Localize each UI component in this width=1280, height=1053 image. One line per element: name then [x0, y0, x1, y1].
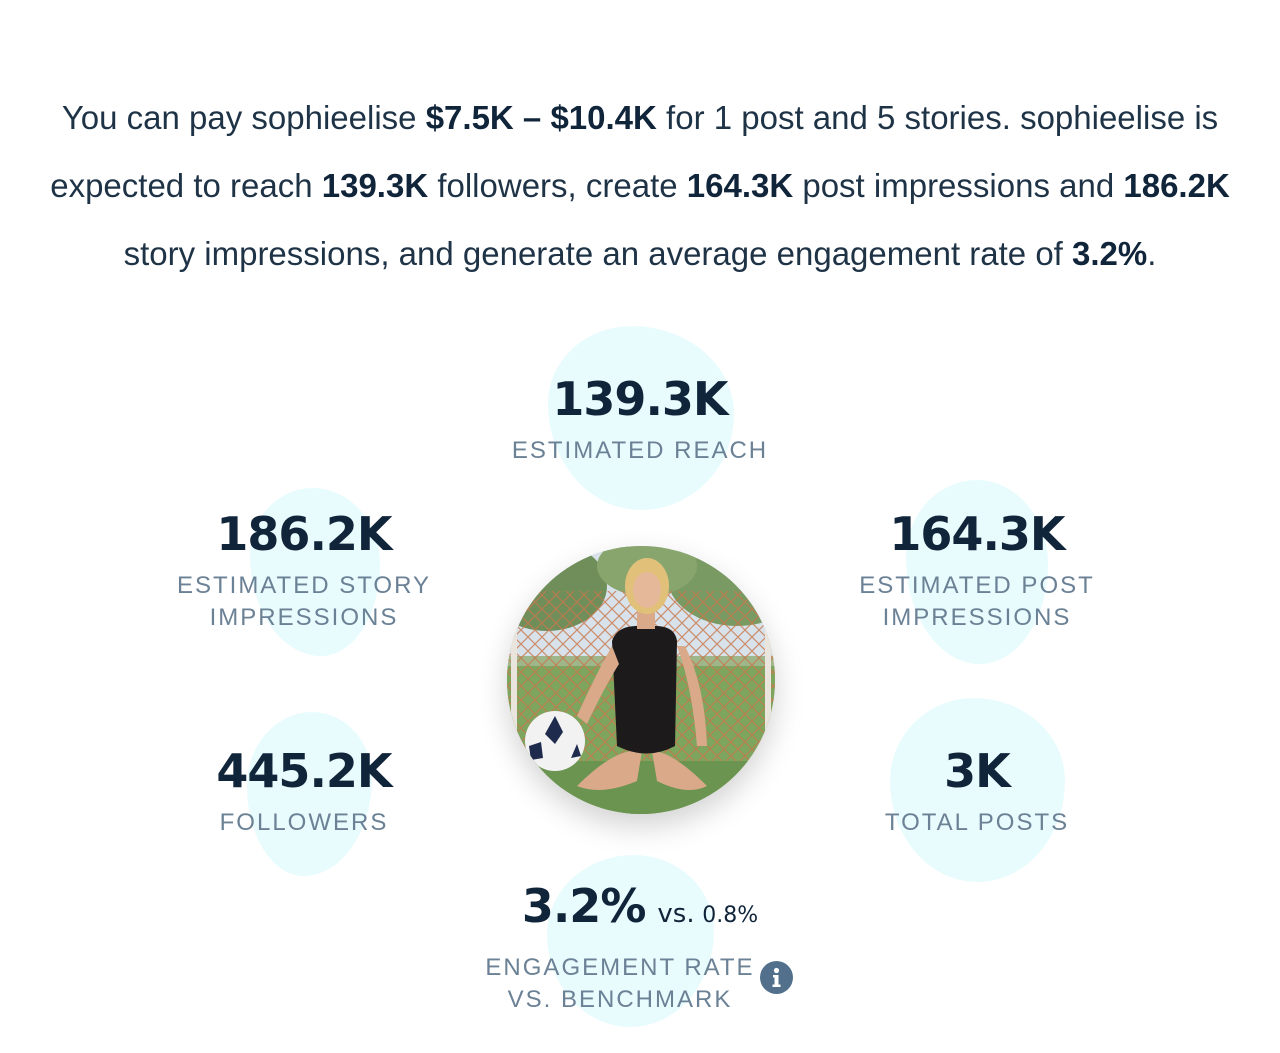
story-impressions-label-line: IMPRESSIONS [209, 604, 399, 631]
decorative-blob [548, 326, 734, 510]
story-impressions-value: 186.2K [216, 507, 392, 561]
post-impressions-label-line: ESTIMATED POST [859, 572, 1095, 599]
estimated-reach-value: 139.3K [552, 372, 728, 426]
total-posts-label: TOTAL POSTS [884, 809, 1070, 836]
summary-text-part: You can pay sophieelise [61, 99, 426, 136]
stat-followers: 445.2K FOLLOWERS [144, 743, 464, 839]
summary-price-range: $7.5K – $10.4K [425, 99, 657, 136]
summary-text-part: post impressions and [793, 167, 1124, 204]
decorative-blob [906, 480, 1048, 664]
estimated-reach-label: ESTIMATED REACH [511, 437, 769, 464]
summary-story-impressions: 186.2K [1123, 167, 1230, 204]
stat-engagement-rate: 3.2% vs. 0.8% ENGAGEMENT RATE VS. BENCHMA… [440, 878, 840, 1016]
stat-story-impressions: 186.2K ESTIMATED STORY IMPRESSIONS [144, 506, 464, 634]
decorative-blob [250, 488, 380, 656]
summary-text-part: for 1 post and 5 stories. sophieelise is… [50, 99, 1219, 204]
followers-label: FOLLOWERS [219, 809, 389, 836]
benchmark-value: 0.8% [702, 903, 759, 928]
engagement-rate-row: 3.2% vs. 0.8% [440, 878, 840, 944]
summary-text-part: followers, create [428, 167, 687, 204]
engagement-rate-label: ENGAGEMENT RATE VS. BENCHMARK [400, 952, 840, 1016]
engagement-label-line: ENGAGEMENT RATE [485, 954, 755, 981]
engagement-benchmark: vs. 0.8% [657, 899, 759, 929]
engagement-rate-value: 3.2% [521, 879, 647, 933]
summary-post-impressions: 164.3K [686, 167, 794, 204]
decorative-blob [890, 698, 1065, 882]
stat-estimated-reach: 139.3K ESTIMATED REACH [480, 371, 800, 467]
vs-word: vs. [657, 899, 695, 929]
decorative-blob [547, 855, 714, 1027]
info-icon[interactable] [760, 961, 793, 994]
engagement-label-line: VS. BENCHMARK [507, 986, 733, 1013]
summary-text-part: story impressions, and generate an avera… [123, 235, 1073, 272]
followers-value: 445.2K [216, 744, 392, 798]
post-impressions-label: ESTIMATED POST IMPRESSIONS [817, 570, 1137, 634]
total-posts-value: 3K [944, 744, 1011, 798]
summary-text-part: . [1147, 235, 1157, 272]
summary-reach: 139.3K [321, 167, 429, 204]
story-impressions-label-line: ESTIMATED STORY [176, 572, 432, 599]
stat-total-posts: 3K TOTAL POSTS [817, 743, 1137, 839]
stat-post-impressions: 164.3K ESTIMATED POST IMPRESSIONS [817, 506, 1137, 634]
summary-text: You can pay sophieelise $7.5K – $10.4K f… [20, 84, 1260, 288]
summary-engagement-rate: 3.2% [1072, 235, 1148, 272]
post-impressions-label-line: IMPRESSIONS [882, 604, 1072, 631]
profile-avatar [507, 546, 775, 814]
story-impressions-label: ESTIMATED STORY IMPRESSIONS [144, 570, 464, 634]
post-impressions-value: 164.3K [889, 507, 1065, 561]
